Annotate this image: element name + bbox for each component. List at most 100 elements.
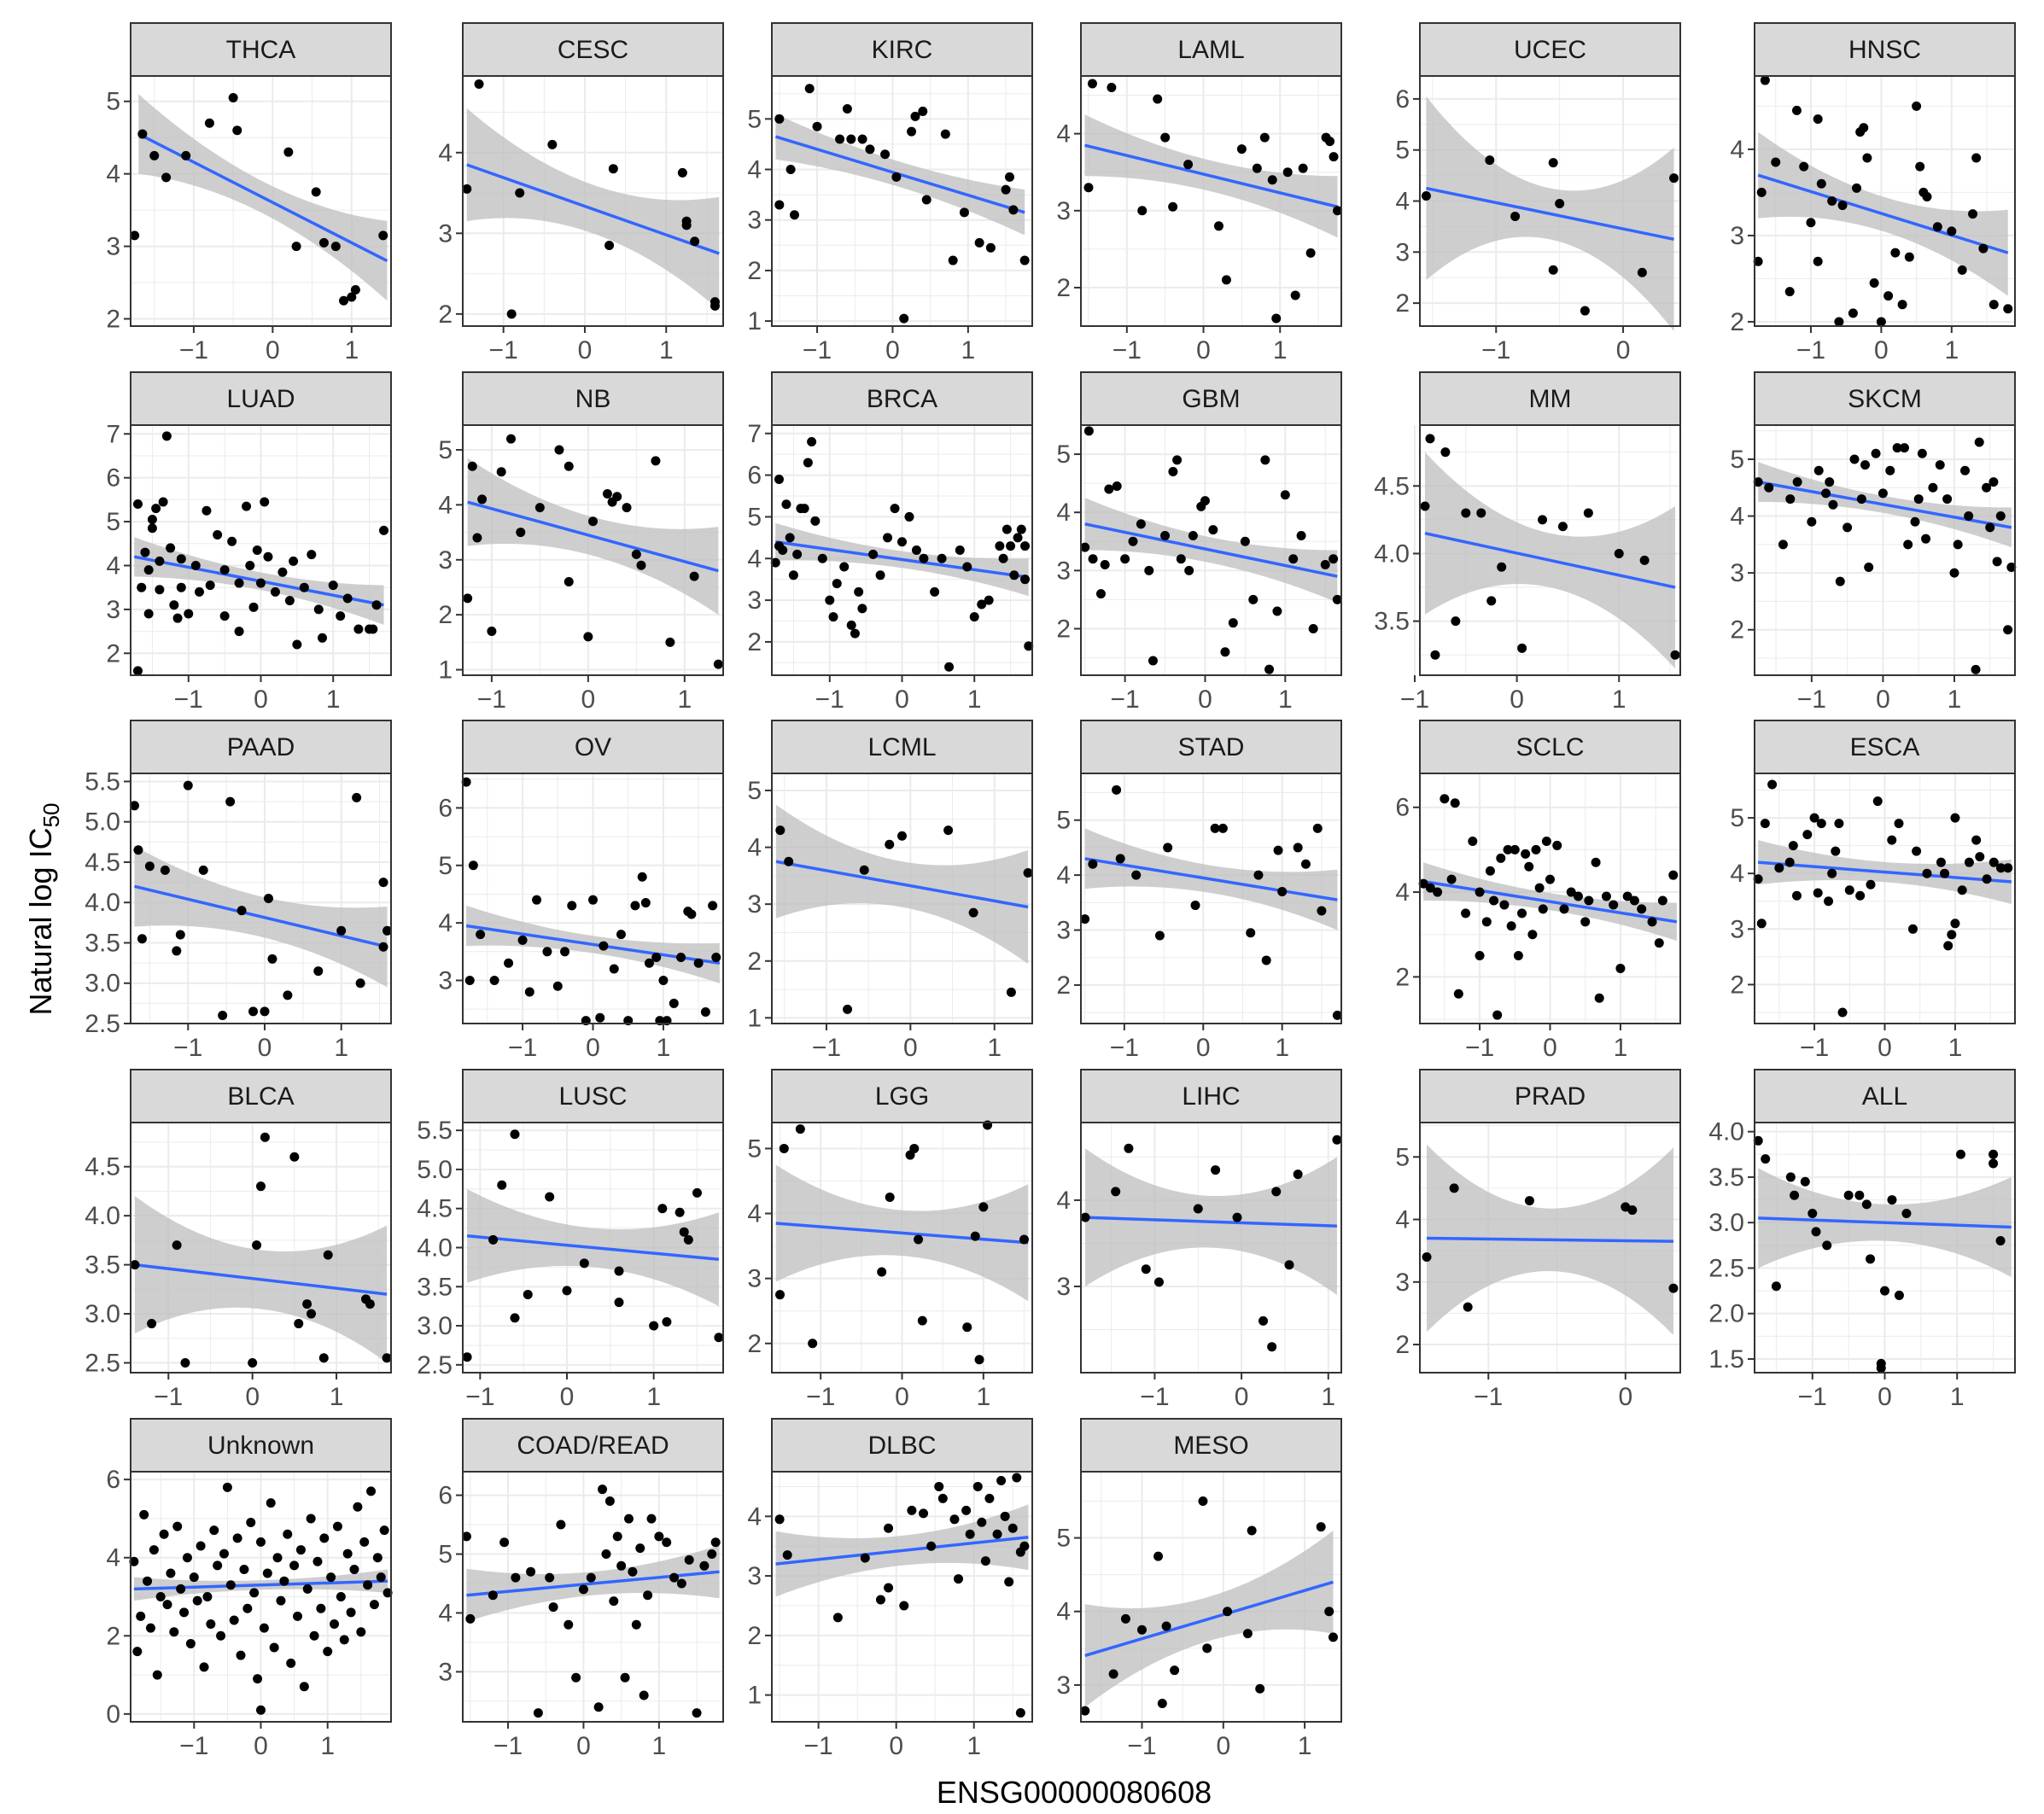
data-point xyxy=(1996,863,2006,873)
data-point xyxy=(137,934,147,944)
data-point xyxy=(1000,1511,1010,1521)
data-point xyxy=(1137,206,1148,216)
data-point xyxy=(1088,554,1098,564)
data-point xyxy=(172,1521,183,1531)
data-point xyxy=(229,1615,239,1625)
data-point xyxy=(1859,123,1869,133)
data-point xyxy=(684,1554,694,1565)
data-point xyxy=(992,1529,1002,1539)
panel-title: KIRC xyxy=(872,36,933,64)
data-point xyxy=(1552,840,1562,850)
data-point xyxy=(677,167,687,178)
data-point xyxy=(788,570,798,580)
data-point xyxy=(1172,455,1183,465)
data-point xyxy=(323,1647,333,1657)
data-point xyxy=(1305,248,1316,258)
data-point xyxy=(713,659,723,669)
data-point xyxy=(1791,105,1802,115)
data-point xyxy=(692,1708,702,1718)
data-point xyxy=(897,831,907,841)
y-tick-label: 6 xyxy=(106,1466,120,1494)
y-tick-label: 4 xyxy=(438,139,453,167)
data-point xyxy=(1541,836,1551,846)
data-point xyxy=(683,1234,693,1245)
data-point xyxy=(363,1580,373,1590)
y-tick-label: 5 xyxy=(106,508,120,536)
data-point xyxy=(291,242,301,252)
data-point xyxy=(382,1353,392,1363)
data-point xyxy=(242,1603,253,1613)
data-point xyxy=(1555,198,1565,208)
data-point xyxy=(533,1708,543,1718)
y-tick-label: 3 xyxy=(747,586,762,615)
x-tick-label: 0 xyxy=(266,336,280,365)
data-point xyxy=(1807,1209,1818,1219)
data-point xyxy=(784,856,794,866)
data-point xyxy=(1935,460,1945,470)
x-tick-label: 1 xyxy=(652,1732,667,1760)
y-tick-label: 4 xyxy=(1056,861,1071,890)
data-point xyxy=(1004,1577,1014,1587)
y-tick-label: 3.0 xyxy=(417,1312,453,1340)
data-point xyxy=(1922,868,1932,878)
data-point xyxy=(620,1672,630,1683)
data-point xyxy=(828,612,838,622)
data-point xyxy=(371,600,382,610)
data-point xyxy=(1915,161,1925,172)
data-point xyxy=(1861,1199,1872,1210)
data-point xyxy=(465,1613,476,1624)
x-tick-label: −1 xyxy=(174,685,203,714)
data-point xyxy=(1971,153,1982,163)
data-point xyxy=(1545,874,1555,884)
data-point xyxy=(996,1475,1007,1485)
data-point xyxy=(149,150,160,160)
data-point xyxy=(342,593,353,604)
data-point xyxy=(237,906,247,916)
data-point xyxy=(283,1529,293,1539)
data-point xyxy=(336,925,347,936)
panel-title: OV xyxy=(575,733,611,761)
y-tick-label: 7 xyxy=(747,420,762,448)
data-point xyxy=(1764,482,1774,493)
x-tick-label: 1 xyxy=(1298,1732,1312,1760)
data-point xyxy=(1112,785,1122,795)
data-point xyxy=(1837,201,1848,211)
data-point xyxy=(1627,1205,1638,1216)
data-point xyxy=(586,1572,596,1583)
x-tick-label: 0 xyxy=(1196,336,1211,365)
data-point xyxy=(1760,819,1770,829)
data-point xyxy=(248,1358,258,1368)
data-point xyxy=(1837,1007,1848,1018)
data-point xyxy=(919,553,929,563)
data-point xyxy=(959,207,969,218)
x-tick-label: 0 xyxy=(254,1732,268,1760)
data-point xyxy=(1210,823,1220,833)
data-point xyxy=(260,1132,270,1142)
data-point xyxy=(1936,857,1946,867)
data-point xyxy=(1284,1260,1294,1270)
data-point xyxy=(176,582,186,592)
data-point xyxy=(1296,530,1306,540)
data-point xyxy=(294,1319,304,1329)
x-tick-label: −1 xyxy=(812,1034,841,1062)
data-point xyxy=(804,84,815,94)
data-point xyxy=(1329,554,1339,564)
data-point xyxy=(218,1011,228,1021)
data-point xyxy=(270,586,280,597)
data-point xyxy=(1332,1134,1342,1145)
x-tick-label: 0 xyxy=(1876,685,1890,714)
data-point xyxy=(143,565,154,575)
data-point xyxy=(149,1545,159,1555)
data-point xyxy=(1503,844,1513,855)
panel-brca: BRCA −1 0 1 2 3 4 5 6 7 xyxy=(747,371,1034,714)
data-point xyxy=(891,172,902,182)
data-point xyxy=(662,1537,672,1548)
y-tick-label: 4.5 xyxy=(1374,472,1410,500)
y-tick-label: 3 xyxy=(747,207,762,235)
data-point xyxy=(1855,890,1866,901)
panel-strip xyxy=(462,371,724,426)
y-tick-label: 3 xyxy=(1730,559,1744,587)
y-tick-label: 6 xyxy=(438,1482,453,1510)
data-point xyxy=(1907,924,1918,934)
data-point xyxy=(213,530,223,540)
